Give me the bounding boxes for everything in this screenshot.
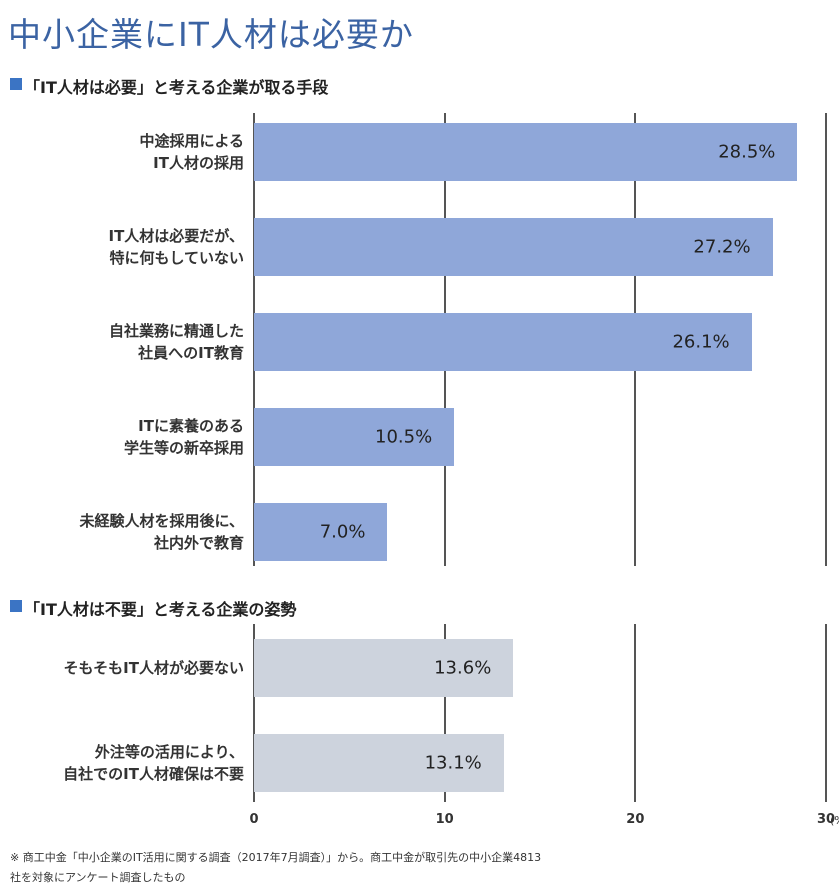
bar	[254, 734, 504, 792]
legend-square	[10, 600, 22, 612]
grid-line	[825, 113, 827, 566]
chart-title: 中小企業にIT人材は必要か	[8, 15, 414, 54]
bar	[254, 408, 455, 466]
value-label: 13.6%	[434, 657, 492, 679]
x-tick-label: 30	[816, 812, 836, 827]
category-label: そもそもIT人材が必要ない	[63, 659, 244, 677]
category-label: 未経験人材を採用後に、 社内外で教育	[79, 512, 244, 552]
bar	[254, 503, 388, 561]
value-label: 27.2%	[693, 236, 751, 258]
x-tick-label: 10	[435, 812, 454, 827]
legend-square	[10, 78, 22, 90]
bar	[254, 313, 752, 371]
category-label: 中途採用による IT人材の採用	[139, 132, 244, 172]
grid-line	[634, 624, 637, 802]
grid-line	[253, 624, 255, 802]
value-label: 28.5%	[718, 141, 776, 163]
x-tick-label: 0	[249, 812, 259, 827]
value-label: 13.1%	[424, 752, 482, 774]
category-label: IT人材は必要だが、 特に何もしていない	[108, 227, 244, 267]
bar	[254, 123, 798, 181]
panel-subtitle: 「IT人材は必要」と考える企業が取る手段	[24, 78, 329, 97]
bar	[254, 218, 773, 276]
value-label: 26.1%	[672, 331, 730, 353]
panel-subtitle: 「IT人材は不要」と考える企業の姿勢	[24, 600, 297, 619]
grid-line	[443, 624, 446, 802]
category-label: 外注等の活用により、 自社でのIT人材確保は不要	[63, 743, 244, 783]
grid-line	[825, 624, 827, 802]
footnote: ※ 商工中金「中小企業のIT活用に関する調査（2017年7月調査）」から。商工中…	[10, 851, 542, 884]
bar	[254, 639, 514, 697]
category-label: 自社業務に精通した 社員へのIT教育	[108, 322, 244, 362]
value-label: 7.0%	[319, 521, 366, 543]
x-tick-label: 20	[626, 812, 645, 827]
x-axis-unit: (%)	[830, 814, 839, 827]
category-label: ITに素養のある 学生等の新卒採用	[123, 417, 244, 457]
value-label: 10.5%	[375, 426, 433, 448]
